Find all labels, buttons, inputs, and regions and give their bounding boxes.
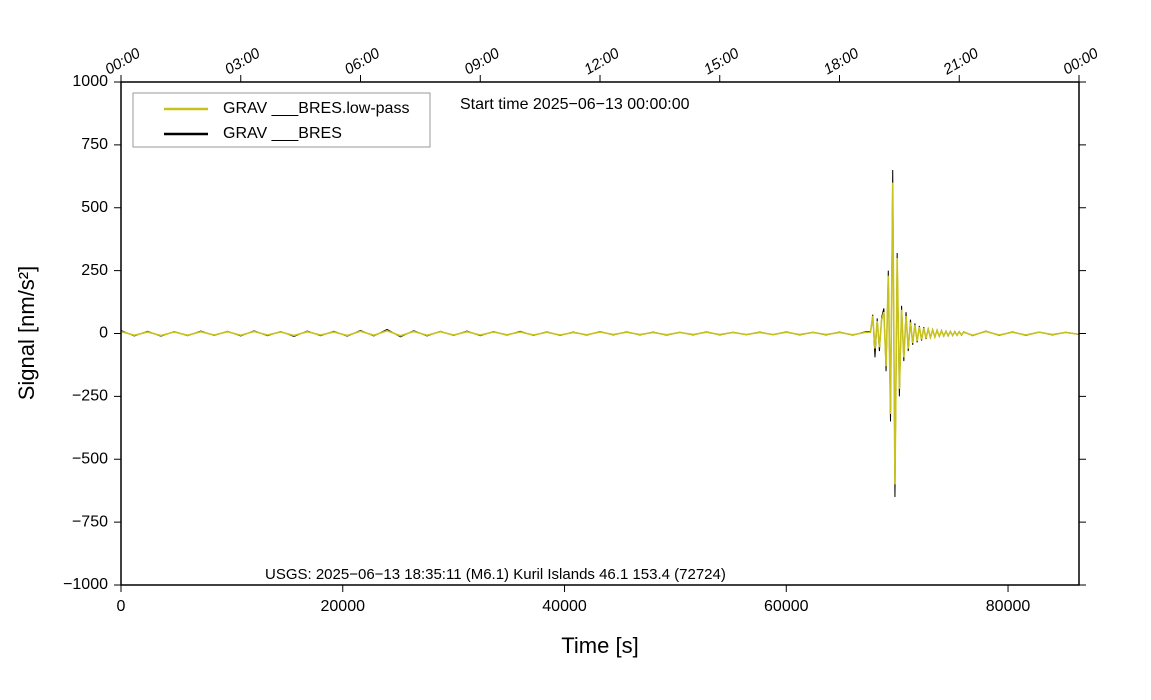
y-tick-label: 500 — [81, 199, 108, 216]
x-tick-label: 20000 — [321, 598, 366, 615]
y-tick-label: −750 — [72, 513, 108, 530]
y-tick-label: −1000 — [63, 576, 108, 593]
y-axis-title: Signal [nm/s²] — [14, 266, 39, 401]
x2-tick-label: 03:00 — [222, 44, 264, 78]
y-tick-label: 0 — [99, 325, 108, 342]
x2-tick-label: 21:00 — [940, 44, 982, 78]
x-tick-label: 40000 — [542, 598, 587, 615]
x-tick-label: 60000 — [764, 598, 809, 615]
legend-label: GRAV ___BRES.low-pass — [223, 100, 409, 117]
y-tick-label: 250 — [81, 262, 108, 279]
x2-tick-label: 09:00 — [461, 44, 503, 78]
legend-label: GRAV ___BRES — [223, 125, 342, 142]
x2-tick-label: 00:00 — [102, 44, 144, 78]
plot-frame — [120, 81, 1080, 586]
y-tick-label: 1000 — [72, 73, 108, 90]
x2-tick-label: 00:00 — [1060, 44, 1102, 78]
x-axis-title: Time [s] — [561, 633, 638, 658]
legend-box — [132, 92, 431, 148]
x-tick-label: 0 — [117, 598, 126, 615]
annotation: USGS: 2025−06−13 18:35:11 (M6.1) Kuril I… — [265, 566, 726, 583]
y-tick-label: 750 — [81, 136, 108, 153]
series-line — [121, 182, 1079, 485]
x2-tick-label: 06:00 — [342, 44, 384, 78]
x-tick-label: 80000 — [986, 598, 1031, 615]
y-tick-label: −500 — [72, 450, 108, 467]
annotation: Start time 2025−06−13 00:00:00 — [460, 96, 690, 113]
x2-tick-label: 12:00 — [581, 44, 623, 78]
x2-tick-label: 18:00 — [821, 44, 863, 78]
y-tick-label: −250 — [72, 388, 108, 405]
x2-tick-label: 15:00 — [701, 44, 743, 78]
